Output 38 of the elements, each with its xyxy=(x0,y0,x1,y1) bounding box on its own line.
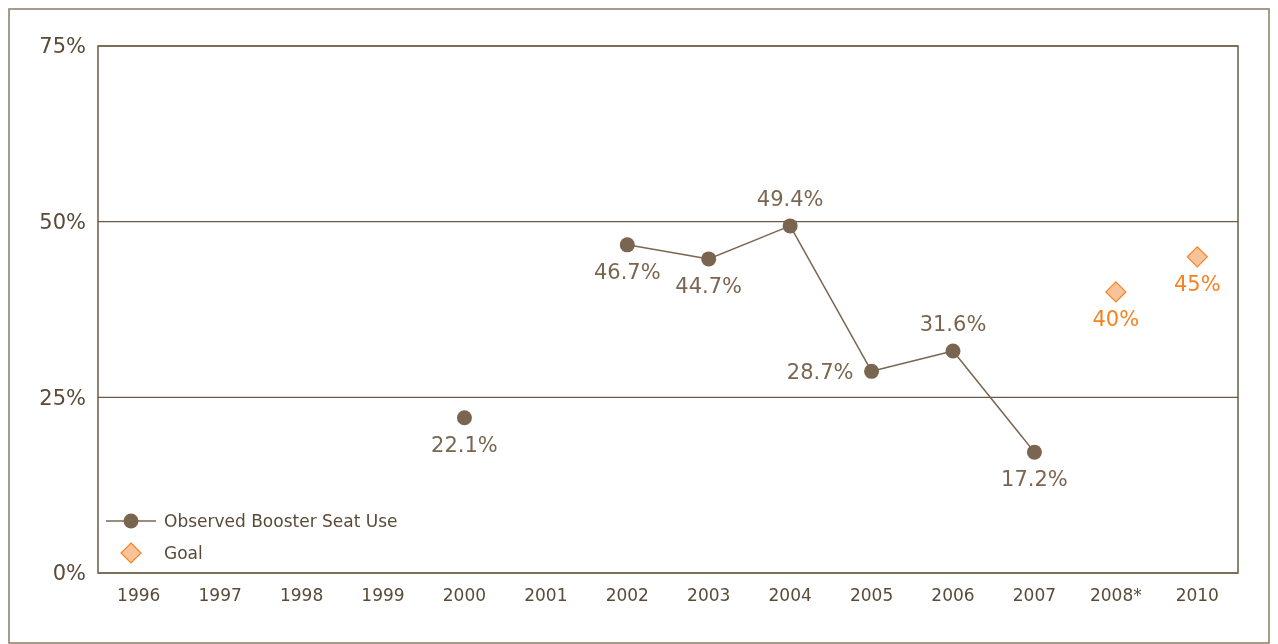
x-tick-label: 2005 xyxy=(849,585,894,605)
x-tick-label: 2008* xyxy=(1089,585,1142,605)
legend-label: Goal xyxy=(164,542,203,563)
x-tick-label: 1996 xyxy=(117,585,161,605)
point xyxy=(1026,444,1042,460)
point xyxy=(619,237,635,253)
data-label: 44.7% xyxy=(675,273,743,298)
data-label: 31.6% xyxy=(919,311,987,336)
data-label: 40% xyxy=(1092,306,1140,331)
x-tick-label: 2000 xyxy=(442,585,487,605)
point xyxy=(456,410,472,426)
x-tick-label: 2003 xyxy=(687,585,731,605)
point xyxy=(1186,246,1208,268)
point xyxy=(864,363,880,379)
x-tick-label: 1998 xyxy=(279,585,324,605)
y-tick-label: 0% xyxy=(52,561,86,586)
y-tick-label: 50% xyxy=(39,210,86,235)
x-tick-label: 2010 xyxy=(1175,585,1219,605)
x-tick-label: 2007 xyxy=(1012,585,1057,605)
point xyxy=(782,218,798,234)
data-label: 45% xyxy=(1173,271,1221,296)
point xyxy=(945,343,961,359)
data-label: 46.7% xyxy=(593,259,661,284)
x-tick-label: 1999 xyxy=(361,585,405,605)
x-tick-label: 2002 xyxy=(605,585,649,605)
x-tick-label: 2001 xyxy=(524,585,568,605)
y-tick-label: 75% xyxy=(39,34,86,59)
x-tick-label: 1997 xyxy=(198,585,242,605)
data-label: 49.4% xyxy=(756,186,824,211)
data-label: 28.7% xyxy=(786,359,854,384)
x-tick-label: 2004 xyxy=(768,585,812,605)
data-label: 22.1% xyxy=(431,432,498,457)
data-label: 17.2% xyxy=(1001,467,1068,492)
point xyxy=(701,251,717,267)
point xyxy=(1105,281,1127,303)
x-tick-label: 2006 xyxy=(931,585,975,605)
legend-label: Observed Booster Seat Use xyxy=(164,510,398,531)
y-tick-label: 25% xyxy=(39,385,86,410)
